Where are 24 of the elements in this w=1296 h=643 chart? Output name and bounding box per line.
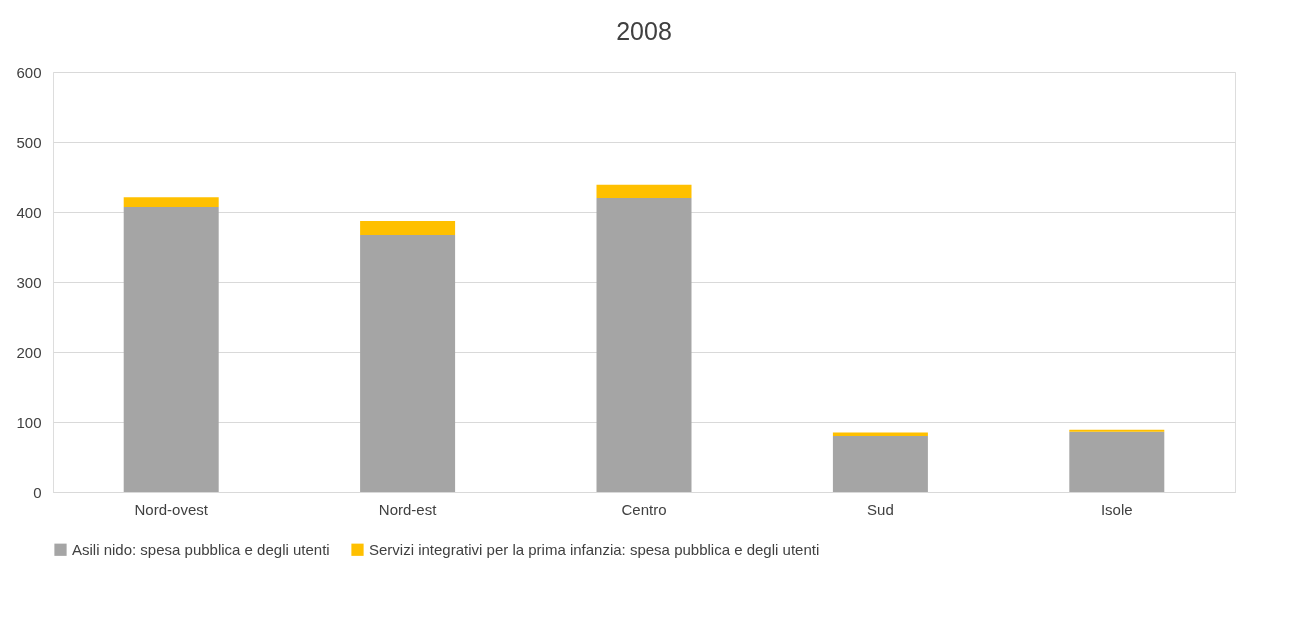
x-tick-label: Centro	[621, 500, 667, 518]
legend-label: Asili nido: spesa pubblica e degli utenti	[72, 540, 330, 558]
bar	[596, 184, 692, 198]
x-tick-label: Isole	[1100, 500, 1133, 518]
x-tick-label: Nord-ovest	[134, 500, 209, 518]
bar	[1069, 431, 1165, 492]
y-tick-label: 400	[16, 203, 42, 221]
bar	[123, 197, 219, 208]
bar	[596, 198, 692, 492]
bar	[1069, 429, 1165, 432]
y-tick-label: 300	[16, 273, 42, 291]
bar	[123, 207, 219, 492]
y-tick-label: 0	[33, 483, 42, 501]
legend-label: Servizi integrativi per la prima infanzia: spesa pubblica e degli utenti	[369, 540, 820, 558]
y-tick-label: 600	[16, 63, 42, 81]
y-tick-label: 500	[16, 133, 42, 151]
x-tick-label: Nord-est	[378, 500, 438, 518]
y-tick-label: 200	[16, 343, 42, 361]
x-tick-label: Sud	[867, 500, 894, 518]
chart-title: 2008	[616, 17, 672, 45]
bar	[360, 221, 456, 236]
bar	[360, 235, 456, 492]
bar	[832, 436, 928, 492]
y-tick-label: 100	[16, 413, 42, 431]
